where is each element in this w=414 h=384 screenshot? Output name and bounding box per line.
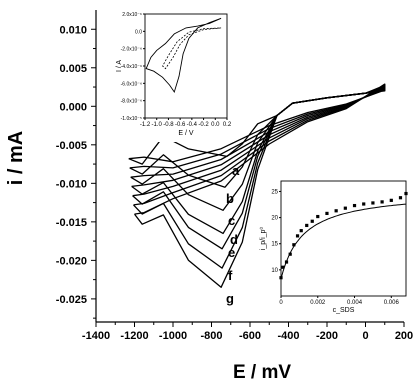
inset-data-point (279, 276, 283, 280)
curve-label-d: d (230, 232, 238, 247)
x-tick-label: -1400 (82, 330, 110, 342)
x-tick-label: -800 (200, 330, 222, 342)
y-tick-label: -0.010 (56, 178, 87, 190)
inset-cv-y-tick-label: 0.0 (135, 29, 142, 35)
inset-cv-curve-solid (145, 17, 222, 94)
curve-label-e: e (228, 245, 235, 260)
inset-data-point (316, 214, 320, 219)
inset-scatter-y-tick-label: 25 (271, 189, 278, 195)
inset-scatter-frame (280, 180, 407, 297)
inset-cv-y-tick-label: -8.0x10⁻⁶ (121, 99, 142, 105)
inset-cv-x-tick-label: -0.8 (163, 122, 174, 128)
inset-cv-x-tick-label: -0.2 (198, 122, 209, 128)
cv-curve-g (133, 83, 386, 288)
y-tick-label: 0.010 (59, 24, 87, 36)
inset-scatter-y-tick-label: 10 (271, 268, 278, 274)
inset-data-point (389, 198, 393, 202)
x-axis-title: E / mV (233, 362, 291, 383)
inset-cv-x-tick-label: -1.2 (140, 122, 151, 128)
inset-data-point (334, 209, 338, 213)
x-tick-label: -1000 (159, 330, 187, 342)
x-tick-label: 0 (362, 330, 368, 342)
x-tick-label: -200 (316, 330, 338, 342)
y-axis-title: i / mA (5, 131, 27, 185)
y-tick-label: 0.000 (59, 101, 87, 113)
x-tick-label: -400 (277, 330, 299, 342)
inset-data-point (404, 191, 408, 196)
y-tick-label: -0.025 (56, 294, 87, 306)
curve-label-f: f (228, 268, 233, 283)
x-tick-label: -1200 (120, 330, 148, 342)
inset-cv-x-tick-label: 0.0 (211, 122, 220, 128)
inset-cv-y-tick-label: -2.0x10⁻⁶ (121, 47, 142, 53)
y-tick-label: -0.005 (56, 140, 87, 152)
inset-cv-x-tick-label: -0.6 (175, 122, 186, 128)
inset-cv-x-tick-label: 0.2 (223, 122, 232, 128)
inset-cv-plot: -1.2 -1.0 -0.8 -0.6 -0.4 -0.2 0.0 0.22.0x10⁻⁶0.… (110, 10, 234, 142)
inset-cv-frame (144, 13, 228, 119)
inset-scatter-x-tick-label: 0.002 (310, 300, 326, 306)
curve-label-g: g (226, 291, 234, 306)
inset-cv-curve-dashed (162, 27, 222, 70)
inset-cv-y-tick-label: 2.0x10⁻⁶ (122, 12, 142, 18)
y-tick-label: 0.005 (59, 63, 87, 75)
x-tick-label: -600 (239, 330, 261, 342)
inset-cv-x-tick-label: -0.4 (187, 122, 198, 128)
inset-data-point (343, 206, 347, 210)
y-tick-label: -0.020 (56, 255, 87, 267)
inset-scatter-x-tick-label: 0.004 (347, 300, 363, 306)
inset-scatter-y-tick-label: 15 (271, 242, 278, 248)
inset-scatter-x-tick-label: 0 (279, 300, 283, 306)
inset-cv-y-title: I / A (116, 60, 123, 72)
inset-fit-curve (280, 203, 407, 279)
inset-scatter-x-tick-label: 0.006 (384, 300, 400, 306)
y-tick-label: -0.015 (56, 217, 87, 229)
inset-scatter-y-title: i_p/i_p⁰ (259, 227, 267, 251)
inset-scatter-x-title: c_SDS (333, 307, 355, 314)
inset-data-point (284, 260, 289, 264)
inset-data-point (295, 234, 300, 238)
inset-data-point (310, 219, 314, 223)
x-tick-label: 200 (395, 330, 413, 342)
inset-data-point (362, 202, 366, 206)
inset-data-point (299, 229, 303, 233)
curve-label-a: a (232, 163, 240, 178)
inset-data-point (398, 196, 403, 200)
inset-data-point (352, 203, 357, 208)
inset-data-point (371, 201, 375, 205)
inset-scatter-y-tick-label: 20 (271, 216, 278, 222)
inset-data-point (292, 243, 296, 247)
inset-data-point (380, 200, 384, 204)
curve-label-b: b (226, 191, 234, 206)
inset-data-point (305, 223, 309, 228)
inset-cv-y-tick-label: -1.0x10⁻⁵ (121, 116, 142, 122)
inset-cv-y-tick-label: -6.0x10⁻⁶ (121, 81, 142, 87)
inset-cv-y-tick-label: -4.0x10⁻⁶ (121, 64, 142, 70)
main-plot: -1400 -1200 -1000 -800 -600 -400 -200 0 2000.010… (56, 10, 413, 342)
inset-cv-x-tick-label: -1.0 (152, 122, 163, 128)
inset-data-point (325, 211, 329, 216)
inset-cv-x-title: E / V (178, 130, 194, 137)
inset-data-point (288, 252, 292, 256)
inset-scatter-plot: 0 0.002 0.004 0.006 10 15 20 25 c_SDS i_p/i_p⁰ (257, 177, 412, 318)
inset-data-point (281, 265, 285, 269)
